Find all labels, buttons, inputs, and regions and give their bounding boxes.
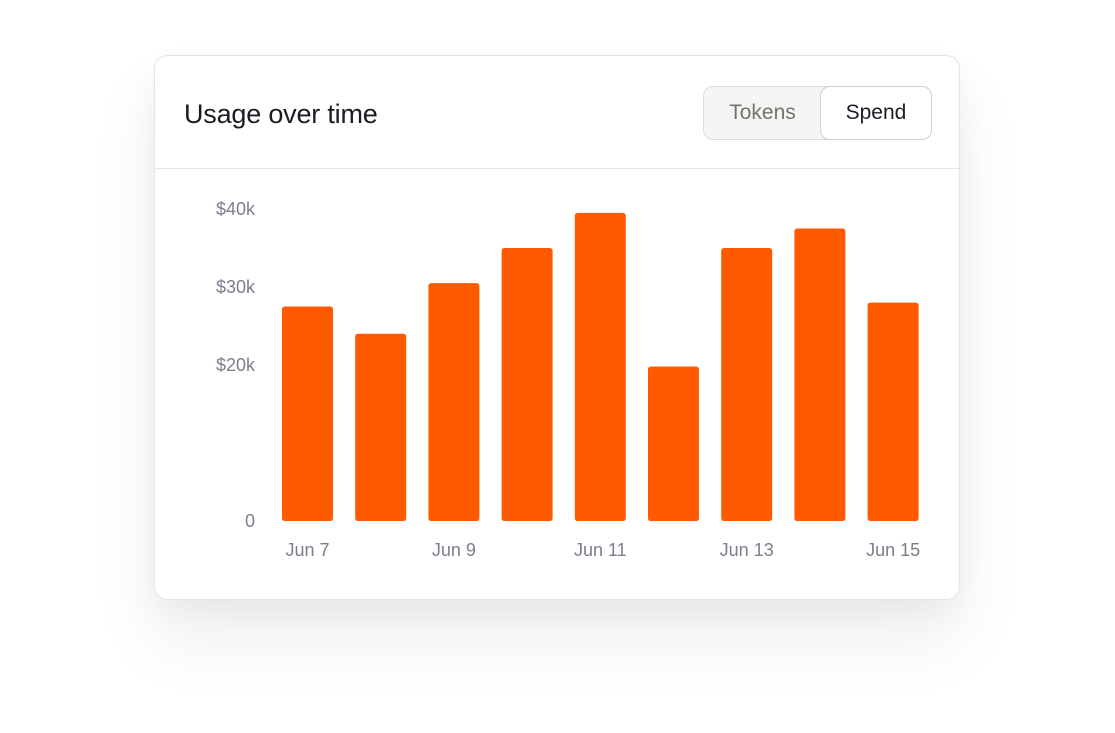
tokens-toggle-button[interactable]: Tokens	[729, 101, 796, 124]
bar-jun-10[interactable]	[501, 248, 553, 521]
bar-jun-13[interactable]	[721, 248, 773, 521]
bar-jun-15[interactable]	[867, 302, 919, 521]
spend-toggle-button[interactable]: Spend	[820, 85, 932, 140]
bar-jun-14[interactable]	[794, 228, 846, 522]
x-tick-label: Jun 15	[866, 540, 920, 560]
bar-jun-11[interactable]	[574, 212, 626, 521]
card-header: Usage over time Tokens Spend	[155, 56, 959, 169]
card-title: Usage over time	[184, 99, 378, 129]
y-tick-label: $40k	[216, 199, 256, 219]
x-tick-label: Jun 13	[720, 540, 774, 560]
bar-jun-7[interactable]	[282, 306, 333, 522]
x-tick-label: Jun 7	[285, 540, 329, 560]
y-tick-label: $30k	[216, 277, 256, 297]
bar-jun-9[interactable]	[428, 283, 480, 521]
y-tick-label: 0	[245, 511, 255, 531]
x-tick-label: Jun 11	[574, 540, 627, 560]
bar-jun-12[interactable]	[648, 366, 699, 521]
metric-toggle: Tokens Spend	[703, 85, 932, 140]
x-tick-label: Jun 9	[432, 540, 476, 560]
y-tick-label: $20k	[216, 355, 256, 375]
bar-jun-8[interactable]	[355, 333, 407, 521]
